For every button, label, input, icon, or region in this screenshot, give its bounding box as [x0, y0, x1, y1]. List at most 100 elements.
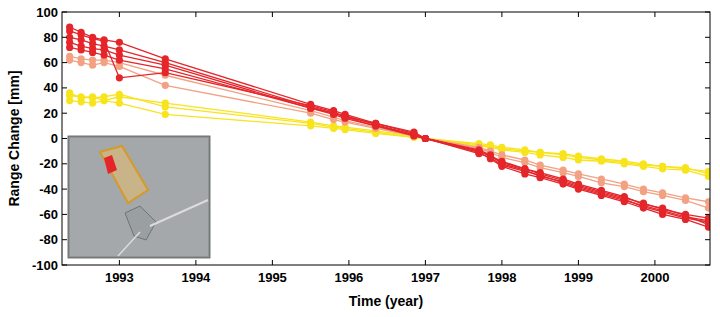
data-point: [521, 149, 528, 156]
y-tick: [705, 138, 710, 139]
data-point: [307, 118, 314, 125]
y-tick: [62, 189, 67, 190]
chart: -100-80-60-40-20020406080100199319941995…: [0, 0, 720, 317]
y-tick: [62, 265, 67, 266]
y-tick-label: 40: [44, 80, 58, 95]
data-point: [560, 154, 567, 161]
x-tick-label: 1998: [487, 270, 516, 285]
data-point: [116, 93, 123, 100]
x-tick: [272, 260, 273, 265]
data-point: [66, 89, 73, 96]
data-point: [422, 135, 429, 142]
x-tick: [578, 260, 579, 265]
data-point: [640, 199, 647, 206]
y-tick: [705, 163, 710, 164]
inset-terminal: [100, 146, 148, 203]
data-point: [162, 69, 169, 76]
data-point: [116, 63, 123, 70]
data-point: [640, 186, 647, 193]
data-point: [422, 135, 429, 142]
y-tick-label: 100: [36, 5, 58, 20]
data-point: [422, 135, 429, 142]
data-point: [560, 177, 567, 184]
data-point: [89, 93, 96, 100]
inset-island: [125, 206, 156, 240]
y-tick-label: -60: [39, 207, 58, 222]
data-point: [621, 180, 628, 187]
data-point: [705, 223, 710, 230]
data-point: [66, 27, 73, 34]
data-point: [89, 62, 96, 69]
data-point: [100, 97, 107, 104]
y-tick-label: -20: [39, 156, 58, 171]
x-tick: [272, 12, 273, 17]
x-tick-label: 1996: [334, 270, 363, 285]
y-tick-label: 60: [44, 55, 58, 70]
y-tick: [705, 12, 710, 13]
data-point: [705, 173, 710, 180]
data-point: [621, 194, 628, 201]
data-point: [89, 99, 96, 106]
x-tick: [578, 12, 579, 17]
y-tick: [705, 214, 710, 215]
x-tick: [654, 12, 655, 17]
data-point: [705, 204, 710, 211]
x-axis-title: Time (year): [349, 293, 423, 309]
data-point: [330, 122, 337, 129]
data-point: [621, 160, 628, 167]
x-tick-label: 1997: [411, 270, 440, 285]
data-point: [537, 170, 544, 177]
data-point: [422, 135, 429, 142]
data-point: [659, 165, 666, 172]
data-point: [521, 165, 528, 172]
data-point: [89, 45, 96, 52]
x-tick-label: 1994: [181, 270, 211, 285]
y-tick: [705, 189, 710, 190]
y-tick-label: 0: [51, 131, 58, 146]
data-point: [598, 188, 605, 195]
inset-bridge: [118, 232, 140, 256]
data-point: [487, 153, 494, 160]
y-tick: [705, 265, 710, 266]
data-point: [307, 105, 314, 112]
x-tick: [501, 12, 502, 17]
y-tick: [62, 37, 67, 38]
data-point: [330, 110, 337, 117]
y-tick-label: -100: [32, 258, 58, 273]
y-tick: [705, 239, 710, 240]
data-point: [162, 111, 169, 118]
x-tick: [425, 260, 426, 265]
y-tick: [62, 87, 67, 88]
data-point: [705, 215, 710, 222]
x-tick: [425, 12, 426, 17]
y-tick-label: 20: [44, 106, 58, 121]
data-point: [682, 211, 689, 218]
data-point: [341, 113, 348, 120]
x-tick: [654, 260, 655, 265]
x-tick: [195, 12, 196, 17]
data-point: [162, 99, 169, 106]
x-tick-label: 1993: [105, 270, 134, 285]
data-point: [682, 167, 689, 174]
y-tick: [705, 87, 710, 88]
y-tick: [62, 62, 67, 63]
x-tick: [195, 260, 196, 265]
data-point: [100, 46, 107, 53]
data-point: [422, 135, 429, 142]
data-point: [372, 122, 379, 129]
x-tick: [119, 260, 120, 265]
data-point: [475, 148, 482, 155]
data-point: [521, 156, 528, 163]
x-tick: [501, 260, 502, 265]
data-point: [560, 167, 567, 174]
inset-bridge: [150, 200, 208, 226]
background: [0, 0, 720, 317]
data-point: [498, 159, 505, 166]
data-point: [537, 161, 544, 168]
x-tick-label: 1995: [258, 270, 287, 285]
data-point: [475, 148, 482, 155]
data-point: [410, 131, 417, 138]
data-point: [498, 151, 505, 158]
y-tick: [705, 62, 710, 63]
y-tick-label: -40: [39, 182, 58, 197]
